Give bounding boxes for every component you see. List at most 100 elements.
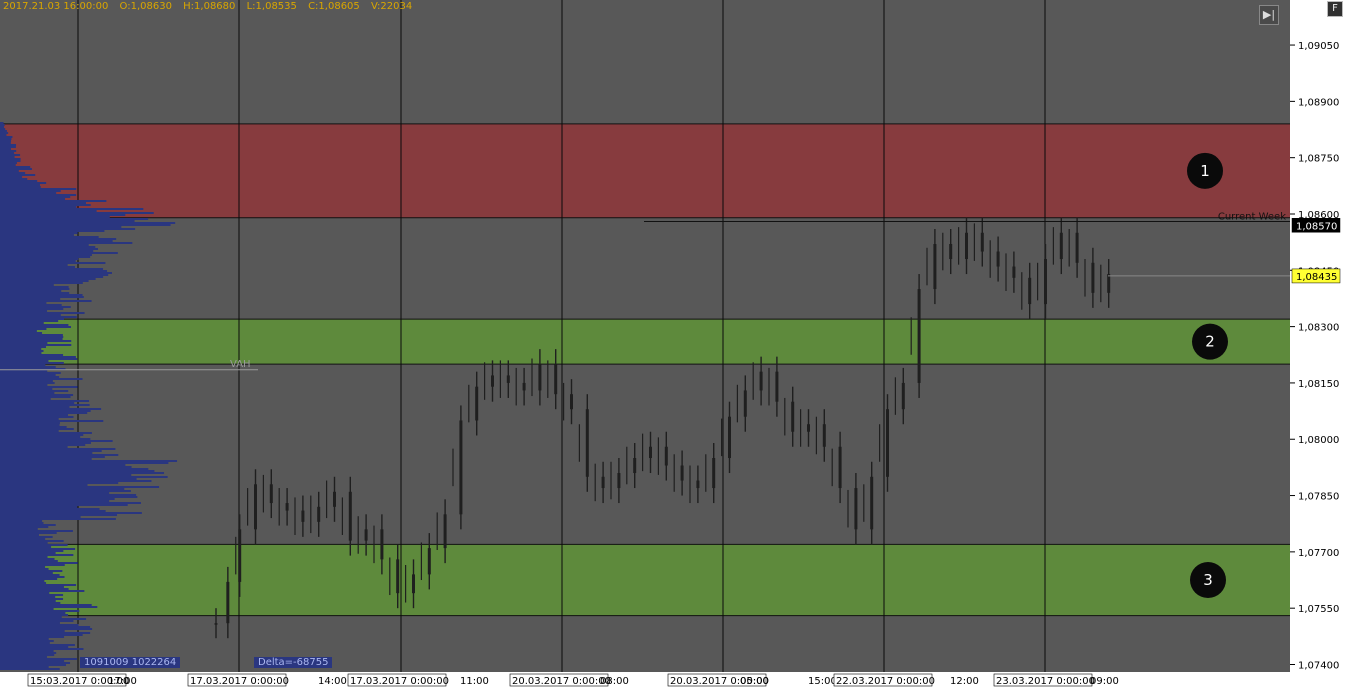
volume-profile-bar	[0, 590, 85, 592]
time-label-box	[27, 673, 127, 687]
volume-profile-bar	[0, 134, 7, 136]
volume-profile-bar	[0, 630, 65, 632]
volume-profile-bar	[0, 196, 71, 198]
x-tick-label: 11:00	[460, 676, 489, 687]
price-candle-body	[838, 446, 842, 489]
price-candle-body	[822, 424, 826, 447]
volume-profile-bar	[0, 602, 61, 604]
volume-profile-bar	[0, 458, 92, 460]
volume-profile-bar	[0, 644, 75, 646]
volume-profile-bar	[0, 638, 49, 640]
price-candle-body	[601, 476, 605, 489]
volume-profile-bar	[0, 476, 168, 478]
price-candle-body	[238, 529, 242, 582]
volume-profile-bar	[0, 404, 90, 406]
price-candle-body	[886, 409, 889, 477]
volume-profile-bar	[0, 436, 81, 438]
y-tick-label: 1,08150	[1298, 379, 1339, 390]
volume-profile-bar	[0, 628, 93, 630]
y-tick-label: 1,08300	[1298, 323, 1339, 334]
volume-profile-bar	[0, 354, 64, 356]
price-candle-body	[854, 488, 858, 530]
volume-profile-bar	[0, 508, 100, 510]
volume-profile-bar	[0, 236, 99, 238]
price-candle-body	[664, 446, 668, 466]
price-tag	[1291, 268, 1341, 284]
price-candle-body	[980, 232, 984, 252]
price-candle-body	[728, 416, 731, 459]
volume-profile-bar	[0, 222, 176, 224]
volume-profile-bar	[0, 182, 47, 184]
volume-profile-bar	[0, 166, 31, 168]
volume-profile-bar	[0, 610, 80, 612]
volume-profile-bar	[0, 384, 48, 386]
zone-marker-1	[1187, 152, 1223, 189]
volume-profile-bar	[0, 554, 74, 556]
x-tick-label: 20.03.2017 0:00:00	[670, 676, 769, 687]
volume-profile-bar	[0, 430, 59, 432]
volume-profile-bar	[0, 538, 46, 540]
volume-profile-bar	[0, 278, 96, 280]
y-tick-label: 1,08600	[1298, 210, 1339, 221]
volume-profile-bar	[0, 242, 133, 244]
volume-profile-bar	[0, 520, 43, 522]
price-candle-body	[506, 375, 510, 383]
volume-profile-bar	[0, 276, 104, 278]
volume-profile-bar	[0, 414, 69, 416]
info-open: O:1,08630	[119, 1, 172, 12]
volume-profile-bar	[0, 616, 62, 618]
volume-profile-bar	[0, 226, 122, 228]
price-candle-body	[475, 386, 479, 421]
volume-profile-bar	[0, 372, 61, 374]
volume-profile-bar	[0, 350, 44, 352]
volume-profile-bar	[0, 566, 46, 568]
volume-profile-bar	[0, 368, 66, 370]
x-tick-label: 09:00	[1090, 676, 1119, 687]
y-tick-label: 1,07400	[1298, 660, 1339, 671]
volume-profile-bar	[0, 206, 77, 208]
zone-3	[0, 544, 1290, 616]
volume-profile-bar	[0, 138, 12, 140]
price-candle-body	[396, 559, 400, 594]
skip-to-end-icon[interactable]: ▶|	[1259, 5, 1279, 25]
volume-profile-bar	[0, 456, 105, 458]
price-candle-body	[965, 232, 968, 260]
volume-profile-bar	[0, 396, 71, 398]
price-candle-body	[1059, 232, 1063, 260]
volume-profile-bar	[0, 422, 60, 424]
price-axis-background	[1290, 0, 1346, 688]
price-candle-body	[649, 446, 652, 459]
volume-profile-bar	[0, 344, 72, 346]
volume-profile-bar	[0, 420, 104, 422]
volume-stats: 1091009 1022264	[80, 657, 181, 668]
volume-profile-bar	[0, 146, 16, 148]
volume-profile-bar	[0, 406, 70, 408]
volume-profile-bar	[0, 400, 90, 402]
volume-profile-bar	[0, 394, 74, 396]
volume-profile-bar	[0, 124, 5, 126]
x-tick-label: 12:00	[950, 676, 979, 687]
volume-profile-bar	[0, 600, 56, 602]
zone-2	[0, 319, 1290, 365]
volume-profile-bar	[0, 652, 57, 654]
volume-profile-bar	[0, 564, 65, 566]
price-candle-body	[301, 510, 305, 522]
price-candle-body	[1091, 262, 1095, 293]
volume-profile-bar	[0, 408, 102, 410]
f-button[interactable]: F	[1327, 1, 1343, 17]
price-candle-body	[775, 371, 779, 402]
volume-profile-bar	[0, 200, 107, 202]
price-candle-body	[791, 401, 795, 432]
volume-profile-bar	[0, 378, 83, 380]
volume-profile-bar	[0, 310, 48, 312]
volume-profile-bar	[0, 214, 126, 216]
volume-profile-bar	[0, 312, 85, 314]
volume-profile-bar	[0, 518, 116, 520]
volume-profile-bar	[0, 380, 53, 382]
volume-profile-bar	[0, 180, 38, 182]
volume-profile-bar	[0, 464, 126, 466]
volume-profile-bar	[0, 230, 105, 232]
info-close: C:1,08605	[308, 1, 360, 12]
volume-profile-bar	[0, 432, 92, 434]
